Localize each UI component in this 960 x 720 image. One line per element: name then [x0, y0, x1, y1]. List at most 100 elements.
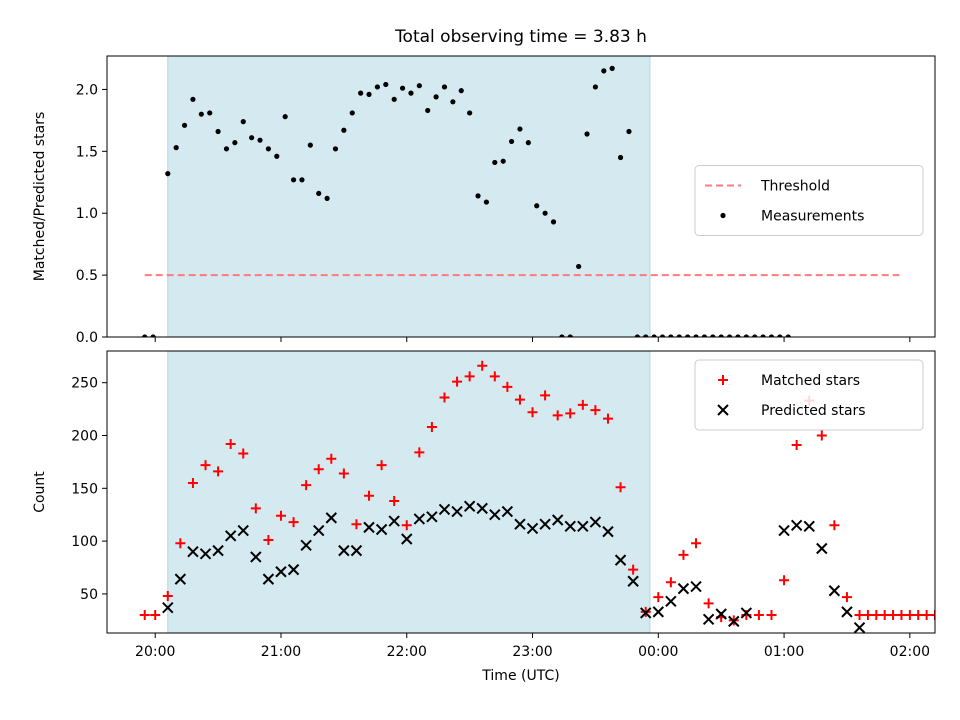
data-point	[577, 520, 589, 533]
series-matched-stars	[139, 360, 948, 626]
data-point	[659, 334, 666, 337]
x-axis-label: Time (UTC)	[481, 668, 559, 684]
data-point	[816, 542, 828, 555]
data-point	[287, 563, 300, 576]
y-tick-label: 0.5	[76, 268, 98, 284]
data-point	[325, 512, 338, 524]
data-point	[464, 371, 475, 382]
data-point	[590, 405, 601, 416]
data-point	[450, 99, 456, 105]
data-point	[665, 577, 676, 588]
data-point	[463, 500, 476, 512]
data-point	[879, 610, 890, 621]
data-point	[617, 154, 624, 161]
data-point	[224, 530, 237, 542]
data-point	[181, 122, 188, 128]
data-point	[174, 573, 187, 585]
data-point	[540, 390, 551, 401]
data-point	[300, 539, 312, 552]
data-point	[589, 516, 602, 528]
data-point	[614, 554, 627, 566]
data-point	[374, 84, 381, 90]
data-point	[391, 96, 397, 102]
data-point	[426, 511, 438, 523]
bottom-panel: 20:00 21:00 22:00 23:00 00:00 01:00 02:00 50 100…	[32, 350, 948, 684]
data-point	[477, 360, 488, 371]
data-point	[408, 90, 414, 96]
data-point	[301, 480, 312, 491]
data-point	[257, 137, 263, 143]
data-point	[527, 407, 538, 418]
data-point	[628, 564, 639, 575]
data-point	[693, 334, 699, 337]
data-point	[451, 505, 463, 518]
legend-box	[694, 165, 924, 236]
data-point	[290, 177, 297, 183]
legend-marker	[717, 404, 729, 416]
data-point	[718, 334, 724, 337]
data-point	[173, 145, 179, 151]
data-point	[634, 334, 640, 337]
data-point	[615, 482, 626, 493]
data-point	[441, 84, 448, 90]
legend: Threshold Measurements	[694, 165, 924, 236]
chart-title: Total observing time = 3.83 h	[394, 27, 647, 47]
data-point	[401, 533, 413, 545]
y-tick-label: 1.0	[76, 206, 98, 222]
data-point	[559, 334, 565, 337]
data-point	[514, 394, 525, 405]
data-point	[326, 453, 337, 464]
data-point	[651, 334, 657, 337]
data-point	[139, 610, 150, 621]
data-point	[550, 219, 557, 225]
data-point	[250, 551, 262, 563]
data-point	[250, 503, 261, 514]
data-point	[350, 544, 363, 557]
data-point	[489, 509, 501, 521]
data-point	[439, 392, 450, 403]
data-point	[492, 159, 498, 166]
data-point	[921, 610, 932, 621]
top-panel: 0.0 0.5 1.0 1.5 2.0 Total observing time = 3.…	[32, 27, 936, 346]
data-point	[401, 520, 412, 531]
data-point	[740, 607, 753, 619]
data-point	[564, 520, 576, 533]
data-point	[517, 126, 523, 132]
data-point	[710, 334, 716, 337]
data-point	[274, 153, 280, 159]
data-point	[508, 138, 515, 145]
data-point	[375, 523, 388, 536]
data-point	[275, 510, 286, 521]
series-measurements	[142, 65, 791, 337]
y-axis-label: Matched/Predicted stars	[32, 112, 48, 282]
data-point	[338, 544, 350, 557]
data-point	[888, 610, 899, 621]
data-point	[467, 110, 473, 116]
data-point	[265, 146, 272, 152]
y-tick-label: 2.0	[76, 82, 98, 98]
y-axis-label: Count	[32, 471, 48, 513]
data-point	[653, 592, 664, 603]
data-point	[539, 518, 551, 530]
data-point	[389, 495, 400, 506]
legend-label: Matched stars	[761, 373, 860, 389]
data-point	[299, 177, 305, 183]
data-point	[584, 131, 590, 137]
data-point	[433, 94, 439, 100]
data-point	[225, 438, 236, 449]
data-point	[307, 142, 313, 148]
data-point	[609, 65, 615, 71]
data-point	[602, 525, 614, 538]
axes-frame	[106, 55, 936, 338]
data-point	[753, 610, 764, 621]
data-point	[938, 610, 948, 620]
data-point	[364, 490, 375, 501]
data-point	[841, 592, 852, 603]
data-point	[526, 522, 539, 535]
x-tick-label: 01:00	[764, 644, 804, 660]
data-point	[275, 566, 287, 578]
legend-marker	[720, 212, 726, 219]
data-point	[366, 91, 372, 97]
data-point	[426, 422, 437, 433]
